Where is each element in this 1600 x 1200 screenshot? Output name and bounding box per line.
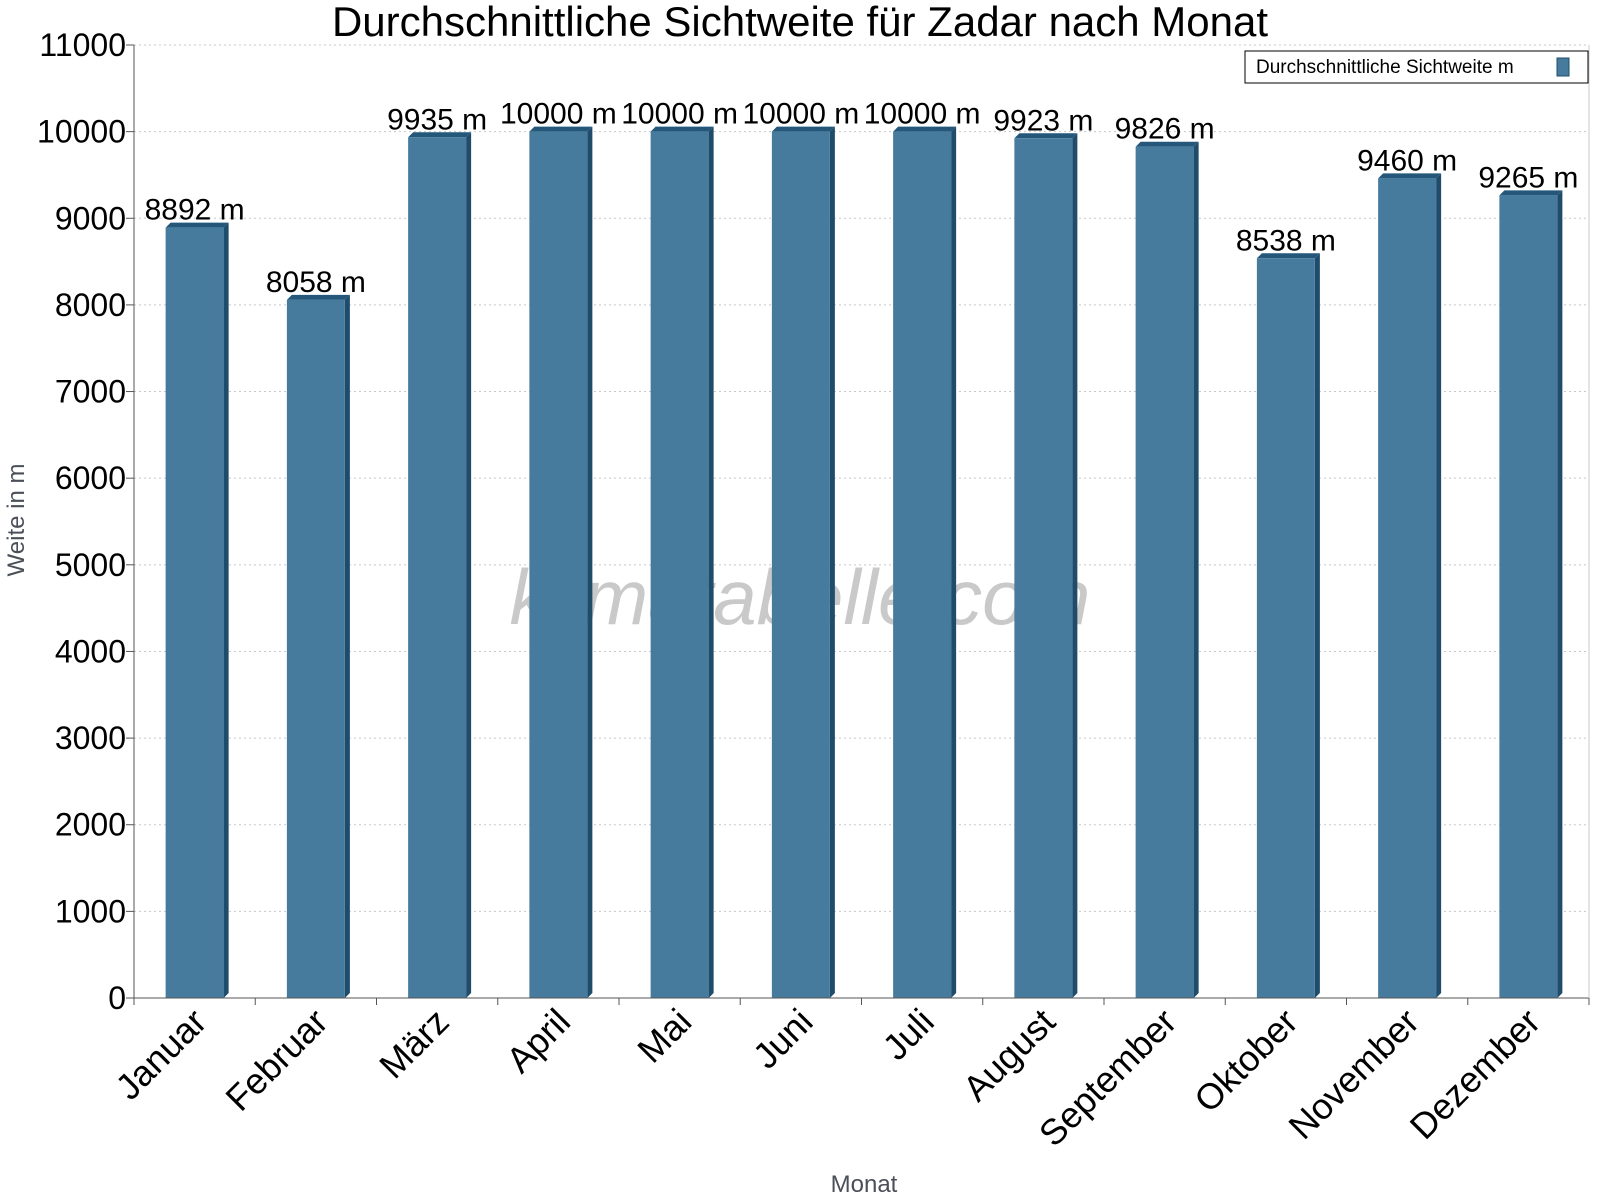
y-tick-label: 5000 xyxy=(55,547,126,583)
y-tick-label: 7000 xyxy=(55,374,126,410)
data-label: 10000 m xyxy=(743,98,860,131)
bar-top xyxy=(529,126,593,132)
bar-side xyxy=(223,222,229,998)
bar-top xyxy=(1135,141,1199,147)
bar-side xyxy=(466,132,472,999)
bar-side xyxy=(587,126,593,999)
bar-side xyxy=(829,126,835,999)
bar xyxy=(1256,258,1315,999)
y-tick-label: 2000 xyxy=(55,807,126,843)
bar xyxy=(1014,138,1073,998)
y-tick-label: 0 xyxy=(108,980,126,1016)
y-tick-label: 1000 xyxy=(55,893,126,929)
y-tick-label: 6000 xyxy=(55,460,126,496)
x-tick-label: Januar xyxy=(107,1001,214,1108)
bar xyxy=(286,299,345,999)
y-tick-label: 10000 xyxy=(37,114,126,150)
bar xyxy=(893,131,952,999)
bar-top xyxy=(1378,173,1442,179)
y-tick-label: 11000 xyxy=(39,27,126,63)
data-label: 9265 m xyxy=(1478,161,1578,194)
bar-top xyxy=(165,222,229,228)
x-tick-label: Dezember xyxy=(1402,1001,1548,1147)
data-label: 8892 m xyxy=(145,194,245,227)
legend-label: Durchschnittliche Sichtweite m xyxy=(1256,57,1514,78)
bar-side xyxy=(1072,133,1078,998)
data-label: 8058 m xyxy=(266,266,366,299)
bar xyxy=(1135,146,1194,999)
y-tick-label: 3000 xyxy=(55,720,126,756)
bar-side xyxy=(1193,141,1199,999)
x-tick-label: Mai xyxy=(629,1001,699,1071)
legend-box xyxy=(1244,50,1589,84)
legend: Durchschnittliche Sichtweite m xyxy=(1244,50,1589,84)
bar xyxy=(771,131,830,999)
bar xyxy=(165,227,224,998)
bar-top xyxy=(408,132,472,138)
bar-top xyxy=(771,126,835,132)
data-label: 9923 m xyxy=(993,104,1093,137)
legend-swatch xyxy=(1556,57,1570,77)
y-axis-title: Weite in m xyxy=(3,464,30,577)
x-tick-label: Februar xyxy=(217,1001,335,1119)
x-tick-label: Oktober xyxy=(1186,1001,1306,1121)
bar-top xyxy=(1499,190,1563,196)
bar xyxy=(408,137,467,999)
bar xyxy=(650,131,709,999)
bar-top xyxy=(650,126,714,132)
data-label: 10000 m xyxy=(621,98,738,131)
chart-title: Durchschnittliche Sichtweite für Zadar n… xyxy=(332,0,1268,45)
bar-top xyxy=(286,294,350,300)
bar xyxy=(1499,195,1558,998)
x-tick-label: April xyxy=(498,1001,578,1081)
bar-side xyxy=(951,126,957,999)
x-tick-label: März xyxy=(371,1001,457,1087)
bar-side xyxy=(1436,173,1442,999)
data-label: 10000 m xyxy=(500,98,617,131)
x-axis-title: Monat xyxy=(831,1171,898,1198)
y-tick-label: 9000 xyxy=(55,200,126,236)
bar-top xyxy=(1014,133,1078,139)
data-label: 9935 m xyxy=(387,103,487,136)
x-tick-label: August xyxy=(955,1001,1063,1109)
data-label: 9826 m xyxy=(1115,113,1215,146)
bar xyxy=(529,131,588,999)
y-tick-label: 8000 xyxy=(55,287,126,323)
bar-side xyxy=(1557,190,1563,998)
y-tick-label: 4000 xyxy=(55,633,126,669)
x-tick-label: Juli xyxy=(875,1001,942,1068)
bar-side xyxy=(708,126,714,999)
bar-top xyxy=(1256,253,1320,259)
bar xyxy=(1378,178,1437,999)
data-label: 9460 m xyxy=(1357,144,1457,177)
x-tick-label: Juni xyxy=(745,1001,821,1077)
bar-side xyxy=(1314,253,1320,999)
data-label: 8538 m xyxy=(1236,224,1336,257)
data-label: 10000 m xyxy=(864,98,981,131)
bar-top xyxy=(893,126,957,132)
x-tick-label: November xyxy=(1280,1001,1426,1147)
bar-side xyxy=(344,294,350,999)
